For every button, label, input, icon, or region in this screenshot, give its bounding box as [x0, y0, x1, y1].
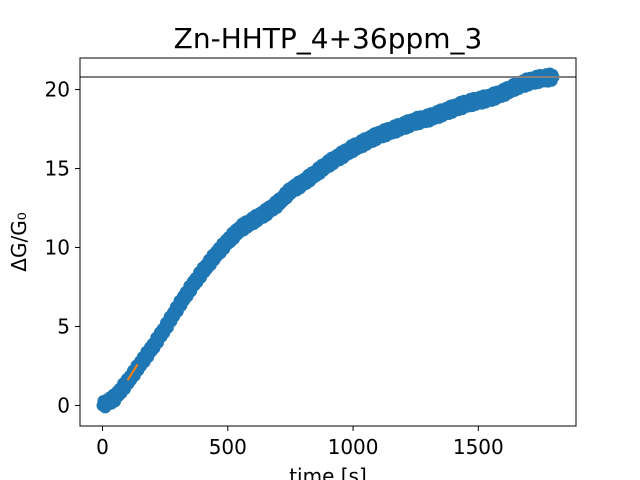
plot-area	[80, 67, 576, 414]
y-tick-label: 15	[45, 157, 70, 181]
y-tick-label: 0	[57, 393, 70, 417]
x-tick-label: 1500	[453, 435, 504, 459]
y-tick-label: 20	[45, 78, 70, 102]
fit-line	[126, 363, 139, 381]
y-tick-label: 5	[57, 314, 70, 338]
y-axis-label: ΔG/G₀	[7, 212, 31, 271]
x-axis-label: time [s]	[289, 464, 367, 480]
x-tick-label: 1000	[328, 435, 379, 459]
x-tick-label: 0	[96, 435, 109, 459]
axes-frame	[79, 57, 577, 427]
x-tick-label: 500	[209, 435, 247, 459]
axis-ticks: 0 500 1000 1500 0 5 10 15 20	[45, 78, 504, 459]
chart-title: Zn-HHTP_4+36ppm_3	[174, 22, 483, 55]
y-tick-label: 10	[45, 236, 70, 260]
